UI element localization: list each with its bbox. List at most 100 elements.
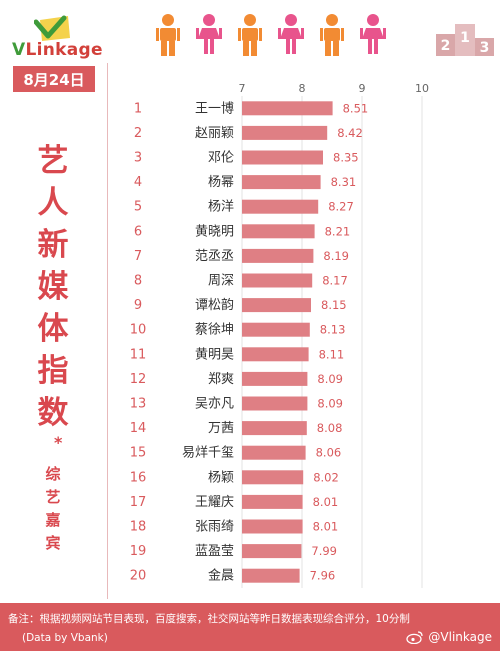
person-orange-icon — [156, 14, 180, 56]
rank-label: 8 — [134, 274, 142, 289]
name-label: 邓伦 — [208, 151, 234, 166]
bar — [242, 568, 300, 583]
side-subtitle-char: 嘉 — [45, 511, 61, 529]
rank-label: 20 — [130, 569, 147, 584]
vlinkage-logo: VLinkage — [12, 14, 122, 60]
person-pink-icon — [196, 14, 222, 54]
person-orange-icon — [320, 14, 344, 56]
side-subtitle-char: 艺 — [45, 488, 61, 506]
value-label: 8.02 — [313, 470, 339, 484]
side-title-star: * — [54, 433, 63, 452]
bar — [242, 445, 306, 460]
side-title-char: 指 — [37, 353, 69, 389]
side-title-char: 艺 — [37, 143, 69, 179]
side-subtitle: 综 艺 嘉 宾 — [38, 463, 68, 555]
person-orange-icon — [238, 14, 262, 56]
value-label: 7.96 — [310, 569, 336, 583]
bar — [242, 494, 303, 509]
name-label: 杨幂 — [208, 175, 234, 190]
side-title-char: 媒 — [37, 269, 69, 305]
side-title-char: 体 — [37, 311, 69, 347]
value-label: 8.51 — [343, 101, 369, 115]
name-label: 周深 — [208, 274, 234, 289]
podium-label-1: 1 — [460, 30, 470, 46]
footer-note: 备注：根据视频网站节目表现，百度搜索，社交网站等昨日数据表现综合评分，10分制 — [8, 613, 410, 625]
bar — [242, 322, 310, 337]
name-label: 金晨 — [208, 568, 234, 584]
side-subtitle-char: 宾 — [45, 534, 61, 552]
bar — [242, 125, 328, 140]
value-label: 8.08 — [317, 421, 343, 435]
bar — [242, 199, 319, 214]
side-subtitle-char: 综 — [45, 465, 61, 483]
value-label: 8.06 — [316, 446, 342, 460]
name-label: 范丞丞 — [195, 249, 234, 264]
name-label: 郑爽 — [208, 372, 234, 387]
name-label: 杨颖 — [208, 470, 234, 485]
rank-label: 4 — [134, 175, 142, 190]
x-tick-label: 8 — [299, 82, 306, 95]
bar — [242, 150, 323, 165]
bar — [242, 224, 315, 239]
value-label: 8.27 — [328, 200, 354, 214]
rank-label: 19 — [130, 544, 147, 559]
rank-label: 3 — [134, 151, 142, 166]
bar — [242, 248, 314, 263]
name-label: 蔡徐坤 — [195, 323, 234, 338]
rank-label: 14 — [130, 421, 147, 436]
x-tick-label: 7 — [239, 82, 246, 95]
name-label: 杨洋 — [208, 200, 234, 215]
side-title-char: 人 — [37, 185, 69, 221]
value-label: 8.19 — [323, 249, 349, 263]
logo-mark-icon — [34, 15, 70, 41]
value-label: 8.35 — [333, 151, 359, 165]
rank-label: 15 — [130, 446, 147, 461]
podium-label-2: 2 — [441, 38, 451, 54]
value-label: 8.09 — [317, 372, 343, 386]
bar-chart: 7 8 9 10 1 王一博 8.51 2 赵丽颖 8.42 3 邓伦 8.35 4 杨幂 8.31 5 杨洋 8.… — [130, 82, 429, 588]
value-label: 8.13 — [320, 323, 346, 337]
bar — [242, 101, 333, 116]
name-label: 赵丽颖 — [195, 126, 234, 141]
value-label: 8.31 — [331, 175, 357, 189]
rank-label: 12 — [130, 372, 147, 387]
value-label: 8.11 — [319, 347, 345, 361]
value-label: 8.01 — [313, 520, 339, 534]
weibo-handle[interactable]: @Vlinkage — [406, 630, 492, 644]
rank-label: 7 — [134, 249, 142, 264]
footer: 备注：根据视频网站节目表现，百度搜索，社交网站等昨日数据表现综合评分，10分制 … — [0, 603, 500, 651]
name-label: 易烊千玺 — [182, 446, 234, 461]
people-icons — [156, 14, 386, 56]
value-label: 8.09 — [317, 397, 343, 411]
rank-label: 1 — [134, 101, 142, 116]
name-label: 黄晓明 — [195, 224, 234, 239]
value-label: 8.15 — [321, 298, 347, 312]
person-pink-icon — [360, 14, 386, 54]
bar — [242, 298, 311, 313]
side-title-char: 数 — [37, 395, 69, 431]
logo-text: VLinkage — [12, 40, 103, 60]
name-label: 万茜 — [208, 421, 234, 436]
value-label: 7.99 — [311, 544, 337, 558]
bar — [242, 371, 308, 386]
person-pink-icon — [278, 14, 304, 54]
bar — [242, 273, 313, 288]
bar — [242, 175, 321, 190]
value-label: 8.01 — [313, 495, 339, 509]
rank-label: 13 — [130, 397, 147, 412]
name-label: 谭松韵 — [195, 298, 234, 313]
rank-label: 10 — [130, 323, 147, 338]
date-badge: 8月24日 — [13, 66, 95, 92]
rank-label: 5 — [134, 200, 142, 215]
bar — [242, 544, 302, 559]
divider — [107, 63, 108, 599]
bar — [242, 396, 308, 411]
x-tick-label: 9 — [359, 82, 366, 95]
weibo-handle-text: @Vlinkage — [428, 630, 492, 644]
rank-label: 16 — [130, 470, 147, 485]
bar — [242, 470, 304, 485]
footer-source: (Data by Vbank) — [22, 632, 108, 644]
rank-label: 17 — [130, 495, 147, 510]
podium-label-3: 3 — [480, 40, 490, 56]
bar — [242, 421, 307, 436]
